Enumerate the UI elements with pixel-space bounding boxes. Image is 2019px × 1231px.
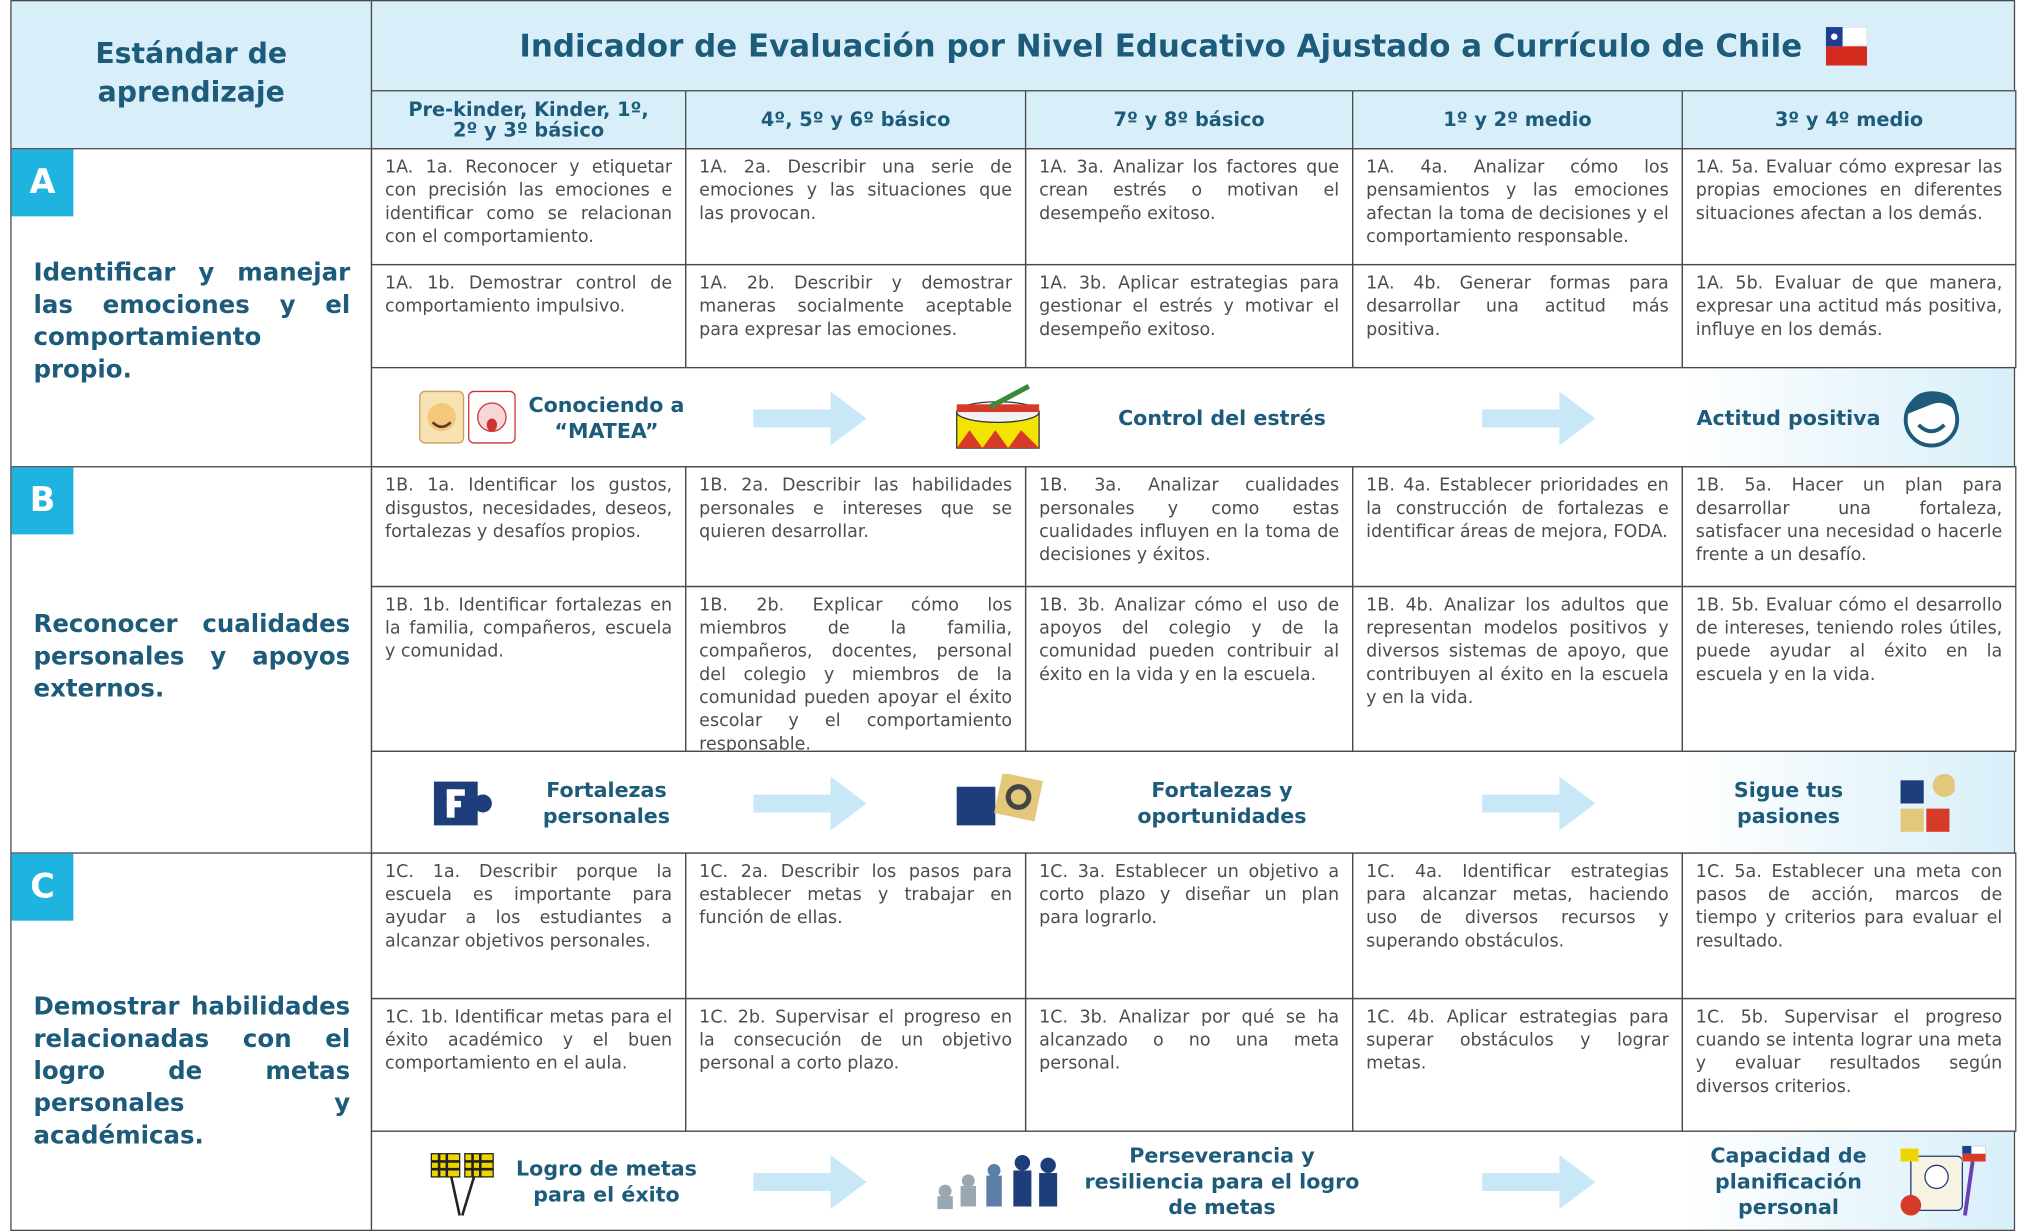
indicator-cell: 1A. 2b. Describir y demostrar maneras so… bbox=[685, 263, 1027, 369]
progression-row: Conociendo a “MATEA” Control del estrés Ac… bbox=[370, 366, 2016, 468]
column-header: 1º y 2º medio bbox=[1352, 90, 1683, 150]
arrow bbox=[1482, 390, 1596, 445]
progression-label: Perseverancia y resiliencia para el logr… bbox=[1084, 1142, 1360, 1219]
section-letter: A bbox=[11, 149, 74, 217]
indicator-cell: 1B. 2a. Describir las habilidades person… bbox=[685, 466, 1027, 588]
indicator-cell: 1B. 3a. Analizar cualidades personales y… bbox=[1024, 466, 1354, 588]
progression-icon bbox=[419, 390, 516, 443]
progression-icon bbox=[1900, 773, 1955, 832]
progression-label: Fortalezas personales bbox=[542, 777, 671, 828]
indicator-cell: 1B. 5a. Hacer un plan para desarrollar u… bbox=[1681, 466, 2017, 588]
section-label: B Reconocer cualidades personales y apoyo… bbox=[10, 466, 373, 854]
section-label: C Demostrar habilidades relacionadas con … bbox=[10, 852, 373, 1231]
progression-row: Logro de metas para el éxito Perseveranci… bbox=[370, 1130, 2016, 1231]
indicator-cell: 1C. 5a. Establecer una meta con pasos de… bbox=[1681, 852, 2017, 1000]
indicator-cell: 1C. 5b. Supervisar el progreso cuando se… bbox=[1681, 997, 2017, 1132]
indicator-cell: 1B. 1a. Identificar los gustos, disgusto… bbox=[370, 466, 687, 588]
indicator-cell: 1C. 3b. Analizar por qué se ha alcanzado… bbox=[1024, 997, 1354, 1132]
indicator-cell: 1C. 3a. Establecer un objetivo a corto p… bbox=[1024, 852, 1354, 1000]
progression-label: Capacidad de planificación personal bbox=[1710, 1142, 1867, 1219]
main-title: Indicador de Evaluación por Nivel Educat… bbox=[370, 0, 2016, 92]
indicator-cell: 1A. 3b. Aplicar estrategias para gestion… bbox=[1024, 263, 1354, 369]
column-header: 3º y 4º medio bbox=[1681, 90, 2017, 150]
arrow bbox=[753, 390, 867, 445]
section-label: A Identificar y manejar las emociones y e… bbox=[10, 148, 373, 468]
progression-row: Fortalezas personales Fortalezas y oportu… bbox=[370, 750, 2016, 854]
progression-icon bbox=[956, 383, 1040, 449]
indicator-cell: 1A. 1b. Demostrar control de comportamie… bbox=[370, 263, 687, 369]
progression-icon bbox=[937, 1154, 1058, 1209]
indicator-cell: 1C. 4b. Aplicar estrategias para superar… bbox=[1352, 997, 1683, 1132]
flag-icon bbox=[1825, 26, 1867, 66]
section-title: Demostrar habilidades relacionadas con e… bbox=[33, 992, 351, 1150]
indicator-cell: 1A. 3a. Analizar los factores que crean … bbox=[1024, 148, 1354, 266]
progression-icon bbox=[956, 773, 1043, 825]
progression-label: Actitud positiva bbox=[1696, 404, 1881, 430]
indicator-cell: 1B. 2b. Explicar cómo los miembros de la… bbox=[685, 585, 1027, 755]
section-letter: C bbox=[11, 853, 74, 921]
indicator-cell: 1A. 4a. Analizar cómo los pensamientos y… bbox=[1352, 148, 1683, 266]
progression-icon bbox=[1903, 390, 1960, 447]
progression-icon bbox=[1900, 1144, 1987, 1216]
indicator-cell: 1B. 4a. Establecer prioridades en la con… bbox=[1352, 466, 1683, 588]
arrow bbox=[1482, 1154, 1596, 1209]
column-header: Pre-kinder, Kinder, 1º, 2º y 3º básico bbox=[370, 90, 687, 150]
progression-label: Logro de metas para el éxito bbox=[516, 1155, 697, 1206]
indicator-cell: 1B. 4b. Analizar los adultos que represe… bbox=[1352, 585, 1683, 752]
indicator-cell: 1A. 4b. Generar formas para desarrollar … bbox=[1352, 263, 1683, 369]
section-title: Reconocer cualidades personales y apoyos… bbox=[33, 610, 351, 704]
indicator-cell: 1B. 5b. Evaluar cómo el desarrollo de in… bbox=[1681, 585, 2017, 752]
indicator-cell: 1A. 5b. Evaluar de que manera, expresar … bbox=[1681, 263, 2017, 369]
indicator-cell: 1C. 1b. Identificar metas para el éxito … bbox=[370, 997, 687, 1132]
section-letter: B bbox=[11, 467, 74, 535]
column-header: 7º y 8º básico bbox=[1024, 90, 1354, 150]
indicator-cell: 1C. 1a. Describir porque la escuela es i… bbox=[370, 852, 687, 1000]
indicator-cell: 1C. 4a. Identificar estrategias para alc… bbox=[1352, 852, 1683, 1000]
column-header: 4º, 5º y 6º básico bbox=[685, 90, 1027, 150]
section-title: Identificar y manejar las emociones y el… bbox=[33, 258, 351, 384]
indicator-cell: 1C. 2a. Describir los pasos para estable… bbox=[685, 852, 1027, 1000]
progression-label: Sigue tus pasiones bbox=[1733, 777, 1844, 828]
indicator-cell: 1C. 2b. Supervisar el progreso en la con… bbox=[685, 997, 1027, 1132]
progression-label: Conociendo a “MATEA” bbox=[528, 392, 685, 443]
progression-icon bbox=[433, 780, 492, 825]
arrow bbox=[753, 775, 867, 830]
indicator-cell: 1B. 3b. Analizar cómo el uso de apoyos d… bbox=[1024, 585, 1354, 752]
progression-label: Control del estrés bbox=[1118, 404, 1326, 430]
progression-label: Fortalezas y oportunidades bbox=[1137, 777, 1307, 828]
indicator-cell: 1A. 5a. Evaluar cómo expresar las propia… bbox=[1681, 148, 2017, 266]
title-text: Indicador de Evaluación por Nivel Educat… bbox=[519, 27, 1803, 64]
indicator-cell: 1B. 1b. Identificar fortalezas en la fam… bbox=[370, 585, 687, 752]
indicator-cell: 1A. 2a. Describir una serie de emociones… bbox=[685, 148, 1027, 266]
standard-label: Estándar de aprendizaje bbox=[10, 0, 373, 150]
indicator-cell: 1A. 1a. Reconocer y etiquetar con precis… bbox=[370, 148, 687, 266]
progression-icon bbox=[430, 1152, 494, 1216]
arrow bbox=[1482, 775, 1596, 830]
arrow bbox=[753, 1154, 867, 1209]
